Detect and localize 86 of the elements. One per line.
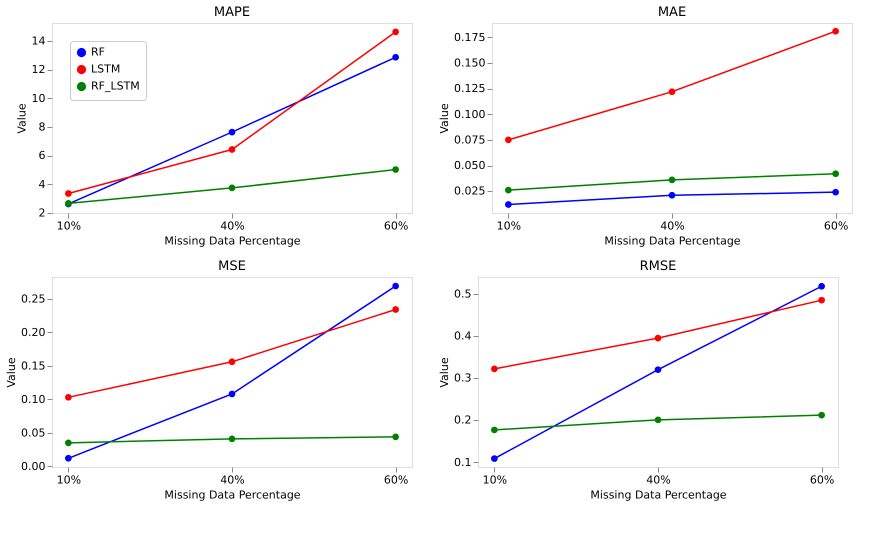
y-tick-label: 0.025 bbox=[454, 184, 486, 198]
x-tick-label: 60% bbox=[810, 474, 834, 486]
point bbox=[491, 426, 498, 434]
point bbox=[228, 358, 236, 366]
x-tick-label: 40% bbox=[220, 474, 245, 486]
point bbox=[228, 390, 236, 398]
y-tick-label: 0.05 bbox=[21, 426, 46, 440]
y-tick-label: 0.5 bbox=[454, 287, 472, 300]
x-tick-label: 60% bbox=[384, 474, 408, 486]
y-tick-label: 0.20 bbox=[21, 326, 46, 339]
legend-label: RF_LSTM bbox=[91, 80, 140, 92]
y-tick-label: 0.100 bbox=[454, 108, 486, 121]
point bbox=[228, 184, 236, 192]
y-tick-label: 0.3 bbox=[454, 372, 472, 385]
point bbox=[832, 170, 839, 178]
x-axis-title: Missing Data Percentage bbox=[604, 234, 741, 248]
point bbox=[505, 186, 512, 194]
x-tick-label: 10% bbox=[56, 474, 82, 486]
x-tick-label: 60% bbox=[824, 220, 848, 232]
y-tick-label: 0.00 bbox=[21, 460, 46, 473]
point bbox=[818, 296, 825, 304]
y-tick-label: 8 bbox=[38, 120, 46, 134]
y-tick-label: 2 bbox=[38, 206, 46, 220]
y-tick-label: 6 bbox=[38, 149, 46, 162]
x-tick-label: 10% bbox=[482, 474, 508, 486]
y-tick-label: 0.175 bbox=[454, 30, 486, 44]
point bbox=[491, 455, 498, 462]
x-axis-title: Missing Data Percentage bbox=[164, 234, 301, 248]
point bbox=[65, 454, 72, 462]
point bbox=[654, 366, 662, 374]
point bbox=[228, 146, 236, 153]
y-tick-label: 0.125 bbox=[454, 82, 486, 96]
y-axis-title: Value bbox=[438, 357, 452, 388]
point bbox=[392, 28, 399, 36]
y-axis-title: Value bbox=[16, 103, 29, 134]
y-tick-label: 4 bbox=[38, 178, 46, 191]
point bbox=[832, 28, 839, 35]
point bbox=[654, 416, 662, 424]
point bbox=[818, 282, 825, 290]
point bbox=[505, 201, 512, 208]
x-tick-label: 10% bbox=[496, 220, 522, 232]
x-axis-title: Missing Data Percentage bbox=[590, 488, 727, 502]
y-axis-title: Value bbox=[5, 357, 18, 388]
point bbox=[668, 192, 676, 199]
point bbox=[491, 365, 498, 372]
point bbox=[392, 54, 399, 61]
point bbox=[392, 306, 399, 313]
y-tick-label: 0.25 bbox=[21, 292, 46, 306]
chart-title: RMSE bbox=[640, 259, 676, 274]
legend-label: LSTM bbox=[91, 62, 120, 76]
x-tick-label: 10% bbox=[56, 220, 82, 232]
y-tick-label: 0.075 bbox=[454, 133, 486, 146]
point bbox=[818, 412, 825, 419]
point bbox=[392, 166, 399, 173]
legend-label: RF bbox=[91, 46, 105, 58]
point bbox=[832, 188, 839, 196]
y-tick-label: 0.10 bbox=[21, 392, 46, 406]
chart-title: MAE bbox=[658, 5, 686, 20]
point bbox=[505, 136, 512, 144]
chart-title: MSE bbox=[218, 259, 246, 274]
point bbox=[392, 433, 399, 440]
y-tick-label: 10 bbox=[32, 92, 46, 105]
point bbox=[65, 190, 72, 197]
point bbox=[654, 334, 662, 342]
point bbox=[228, 128, 236, 136]
x-tick-label: 40% bbox=[660, 220, 685, 232]
x-axis-title: Missing Data Percentage bbox=[164, 488, 301, 502]
point bbox=[392, 282, 399, 290]
chart-title: MAPE bbox=[214, 5, 250, 20]
y-tick-label: 0.1 bbox=[454, 456, 472, 469]
point bbox=[668, 176, 676, 184]
x-tick-label: 60% bbox=[384, 220, 408, 232]
y-tick-label: 0.150 bbox=[454, 56, 486, 70]
y-tick-label: 0.15 bbox=[21, 359, 46, 372]
y-tick-label: 12 bbox=[32, 63, 46, 76]
y-tick-label: 14 bbox=[32, 34, 46, 48]
y-tick-label: 0.050 bbox=[454, 159, 486, 172]
y-axis-title: Value bbox=[438, 103, 452, 134]
point bbox=[228, 436, 236, 442]
x-tick-label: 40% bbox=[220, 220, 245, 232]
point bbox=[668, 88, 676, 96]
y-tick-label: 0.4 bbox=[454, 329, 472, 342]
y-tick-label: 0.2 bbox=[454, 414, 472, 427]
point bbox=[65, 440, 72, 446]
point bbox=[65, 394, 72, 401]
x-tick-label: 40% bbox=[646, 474, 671, 486]
